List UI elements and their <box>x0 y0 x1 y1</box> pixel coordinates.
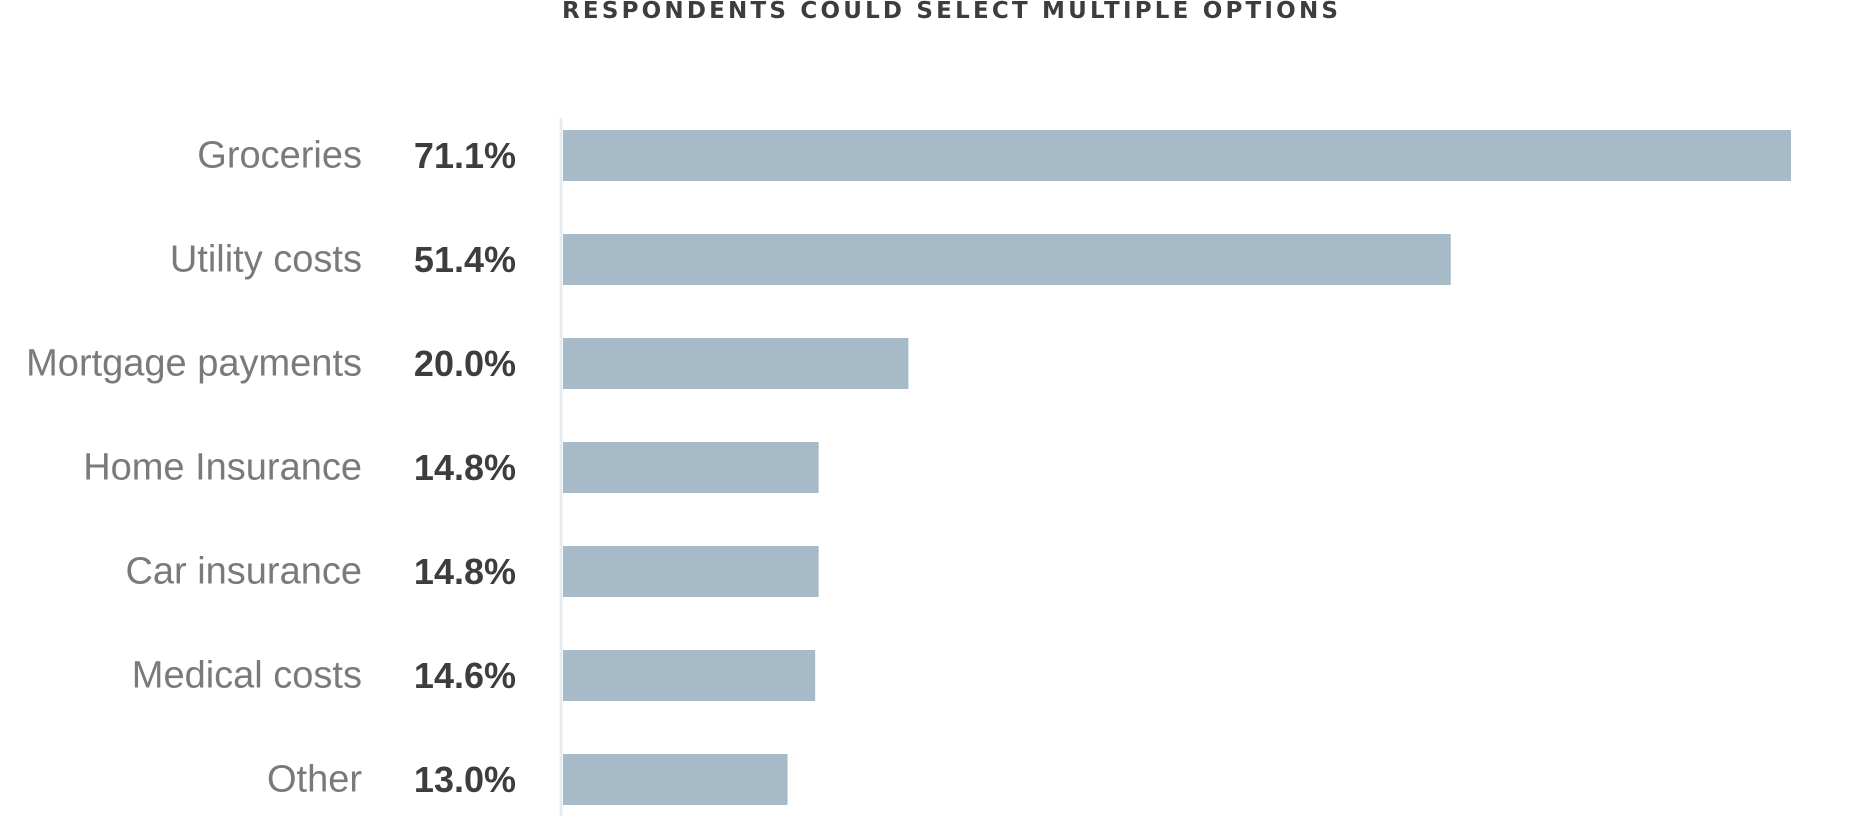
bar-home-insurance <box>563 442 819 493</box>
category-label: Groceries <box>197 135 362 177</box>
value-label: 20.0% <box>414 343 516 384</box>
value-label: 71.1% <box>414 135 516 176</box>
category-label: Car insurance <box>125 551 362 593</box>
bar-other <box>563 754 788 805</box>
bar-groceries <box>563 130 1791 181</box>
category-label: Utility costs <box>170 239 362 281</box>
bar-utility-costs <box>563 234 1451 285</box>
value-label: 51.4% <box>414 239 516 280</box>
category-label: Medical costs <box>132 655 362 697</box>
bar-mortgage-payments <box>563 338 909 389</box>
category-label: Other <box>267 759 362 801</box>
bar-medical-costs <box>563 650 816 701</box>
category-label: Home Insurance <box>83 447 362 489</box>
chart-subtitle: RESPONDENTS COULD SELECT MULTIPLE OPTION… <box>562 0 1342 24</box>
value-label: 14.8% <box>414 551 516 592</box>
value-label: 14.8% <box>414 447 516 488</box>
bar-car-insurance <box>563 546 819 597</box>
value-label: 14.6% <box>414 655 516 696</box>
bars-group: Groceries 71.1% Utility costs 51.4% Mortgage… <box>26 130 1791 805</box>
value-label: 13.0% <box>414 759 516 800</box>
category-label: Mortgage payments <box>26 343 362 385</box>
